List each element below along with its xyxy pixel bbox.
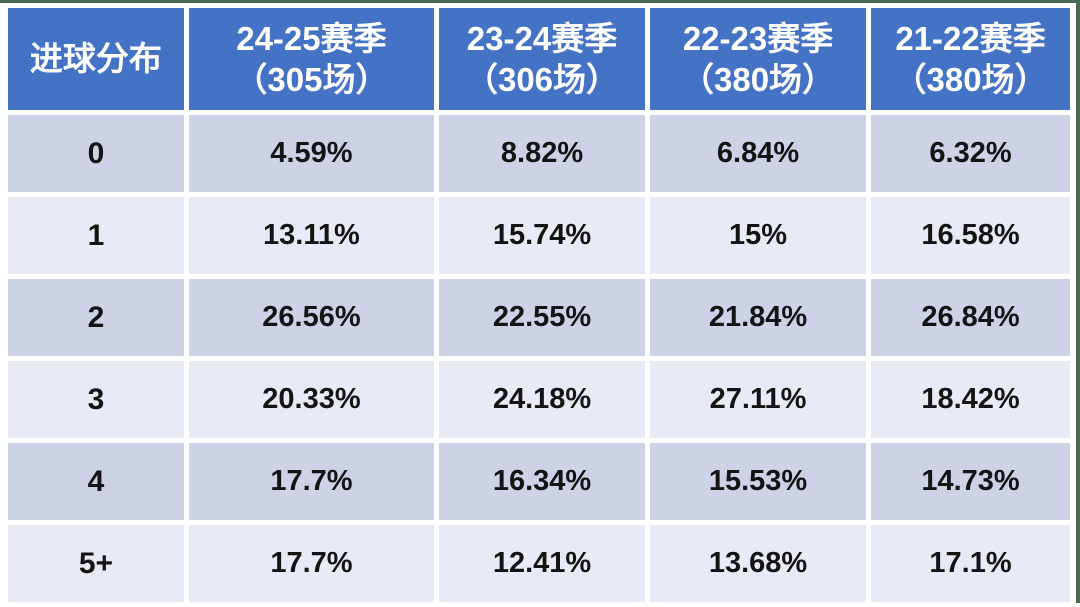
value-cell: 15.74% — [439, 197, 645, 274]
table-row-goals-4: 4 17.7% 16.34% 15.53% 14.73% — [8, 443, 1070, 520]
season-name: 21-22赛季 — [895, 19, 1046, 57]
row-label-cell: 1 — [8, 197, 184, 274]
value-cell: 17.1% — [871, 525, 1070, 602]
row-label-cell: 5+ — [8, 525, 184, 602]
value-cell: 4.59% — [188, 115, 435, 192]
row-label-cell: 0 — [8, 115, 184, 192]
value-cell: 16.34% — [439, 443, 645, 520]
season-header-22-23: 22-23赛季 （380场） — [650, 8, 867, 110]
goal-distribution-table-wrap: 进球分布 24-25赛季 （305场） 23-24赛季 （306场） 22-23… — [3, 3, 1075, 607]
value-cell: 6.84% — [650, 115, 867, 192]
table-row-goals-0: 0 4.59% 8.82% 6.84% 6.32% — [8, 115, 1070, 192]
table-row-goals-3: 3 20.33% 24.18% 27.11% 18.42% — [8, 361, 1070, 438]
value-cell: 21.84% — [650, 279, 867, 356]
value-cell: 6.32% — [871, 115, 1070, 192]
right-edge-line — [1076, 0, 1080, 603]
value-cell: 13.68% — [650, 525, 867, 602]
value-cell: 17.7% — [188, 525, 435, 602]
season-matches: （380场） — [680, 61, 836, 98]
value-cell: 12.41% — [439, 525, 645, 602]
value-cell: 27.11% — [650, 361, 867, 438]
value-cell: 17.7% — [188, 443, 435, 520]
season-matches: （305场） — [234, 61, 389, 98]
value-cell: 26.84% — [871, 279, 1070, 356]
season-header-24-25: 24-25赛季 （305场） — [188, 8, 435, 110]
goal-distribution-table: 进球分布 24-25赛季 （305场） 23-24赛季 （306场） 22-23… — [3, 3, 1075, 607]
value-cell: 20.33% — [188, 361, 435, 438]
value-cell: 15.53% — [650, 443, 867, 520]
table-row-goals-2: 2 26.56% 22.55% 21.84% 26.84% — [8, 279, 1070, 356]
row-label-cell: 4 — [8, 443, 184, 520]
season-header-21-22: 21-22赛季 （380场） — [871, 8, 1070, 110]
value-cell: 24.18% — [439, 361, 645, 438]
value-cell: 16.58% — [871, 197, 1070, 274]
header-row: 进球分布 24-25赛季 （305场） 23-24赛季 （306场） 22-23… — [8, 8, 1070, 110]
top-edge-line — [0, 0, 1080, 3]
value-cell: 8.82% — [439, 115, 645, 192]
value-cell: 26.56% — [188, 279, 435, 356]
season-name: 22-23赛季 — [682, 19, 834, 57]
season-name: 23-24赛季 — [466, 19, 618, 57]
table-row-goals-5plus: 5+ 17.7% 12.41% 13.68% 17.1% — [8, 525, 1070, 602]
value-cell: 18.42% — [871, 361, 1070, 438]
value-cell: 22.55% — [439, 279, 645, 356]
row-label-cell: 3 — [8, 361, 184, 438]
season-header-23-24: 23-24赛季 （306场） — [439, 8, 645, 110]
corner-header-cell: 进球分布 — [8, 8, 184, 110]
value-cell: 13.11% — [188, 197, 435, 274]
row-label-cell: 2 — [8, 279, 184, 356]
value-cell: 15% — [650, 197, 867, 274]
season-matches: （380场） — [893, 61, 1048, 98]
season-matches: （306场） — [464, 61, 620, 98]
value-cell: 14.73% — [871, 443, 1070, 520]
season-name: 24-25赛季 — [236, 19, 387, 57]
table-row-goals-1: 1 13.11% 15.74% 15% 16.58% — [8, 197, 1070, 274]
